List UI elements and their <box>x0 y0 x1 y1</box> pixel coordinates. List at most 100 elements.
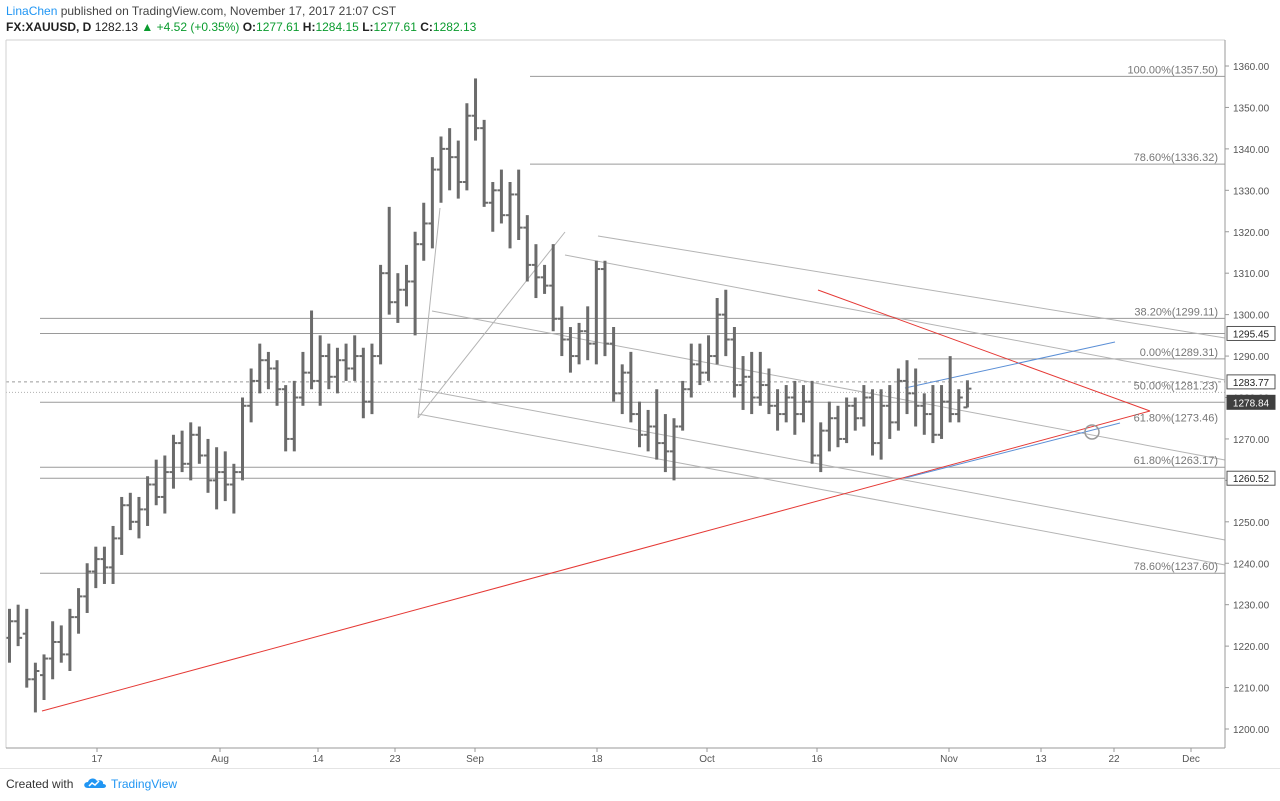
fib-level-label: 38.20%(1299.11) <box>1134 306 1218 318</box>
ohlc-bar <box>411 231 420 336</box>
ohlc-bar <box>143 476 152 526</box>
ohlc-bar <box>721 289 730 357</box>
ohlc-bar <box>678 380 687 431</box>
ohlc-bar <box>221 451 230 502</box>
ohlc-bar <box>739 356 748 410</box>
ohlc-bar <box>506 182 515 249</box>
ohlc-bar <box>117 496 126 555</box>
ohlc-bar <box>782 385 791 423</box>
x-tick-label: 22 <box>1108 754 1120 765</box>
ohlc-bar <box>247 368 256 423</box>
fib-level-label: 0.00%(1289.31) <box>1140 347 1218 359</box>
ohlc-bar <box>635 401 644 448</box>
ohlc-bar <box>203 438 212 493</box>
ohlc-bar <box>885 385 894 439</box>
ohlc-bar <box>290 380 299 452</box>
x-tick-label: 17 <box>91 754 103 765</box>
fib-level-label: 50.00%(1281.23) <box>1134 380 1218 392</box>
ohlc-bar <box>652 389 661 460</box>
ohlc-bar <box>126 492 135 531</box>
ohlc-bar <box>764 368 773 415</box>
ohlc-bar <box>963 380 972 409</box>
ohlc-bar <box>480 119 489 207</box>
open-label: O: <box>242 20 257 34</box>
ohlc-bar <box>851 397 860 431</box>
ohlc-bar <box>212 447 221 510</box>
price-label-box <box>1226 374 1276 390</box>
publish-info: LinaChen published on TradingView.com, N… <box>6 4 396 18</box>
y-tick-label: 1290.00 <box>1233 352 1270 363</box>
ohlc-bar <box>350 335 359 381</box>
tradingview-brand-link[interactable]: TradingView <box>111 777 178 791</box>
price-chart[interactable]: 100.00%(1357.50) 78.60%(1336.32) 38.20%(12… <box>0 0 1280 768</box>
ohlc-bar <box>333 347 342 394</box>
y-tick-label: 1320.00 <box>1233 228 1270 239</box>
symbol-label: FX:XAUUSD, D <box>6 20 92 34</box>
channel-line <box>597 235 1226 339</box>
x-tick-label: Nov <box>940 754 958 765</box>
y-tick-label: 1210.00 <box>1233 684 1270 695</box>
ohlc-bar <box>65 608 74 671</box>
ohlc-bar <box>937 385 946 439</box>
low-value: 1277.61 <box>373 20 417 34</box>
ohlc-bar <box>557 306 566 357</box>
y-tick-label: 1250.00 <box>1233 518 1270 529</box>
ohlc-bar <box>22 608 31 688</box>
ohlc-bar <box>695 343 704 386</box>
fib-anchor-line <box>417 207 441 419</box>
red-trendline <box>817 289 1151 412</box>
ohlc-bar <box>48 621 57 680</box>
ohlc-bar <box>523 215 532 282</box>
y-tick-label: 1240.00 <box>1233 559 1270 570</box>
ohlc-bar <box>540 264 549 294</box>
fib-level-label: 61.80%(1263.17) <box>1134 455 1218 467</box>
ohlc-bar <box>324 343 333 390</box>
price-label-text: 1278.84 <box>1233 398 1270 409</box>
x-tick-label: 18 <box>591 754 603 765</box>
ohlc-bar <box>747 351 756 415</box>
ohlc-bar <box>928 385 937 444</box>
y-tick-label: 1200.00 <box>1233 725 1270 736</box>
ohlc-bar <box>868 389 877 456</box>
x-tick-label: 13 <box>1035 754 1047 765</box>
highlight-circle <box>1084 424 1100 440</box>
ohlc-bar <box>393 273 402 323</box>
ohlc-bar <box>954 389 963 423</box>
ohlc-bar <box>264 351 273 390</box>
ohlc-bar <box>773 389 782 431</box>
ohlc-bar <box>687 343 696 398</box>
high-value: 1284.15 <box>315 20 359 34</box>
ohlc-bar <box>169 434 178 489</box>
ohlc-bar <box>160 455 169 514</box>
symbol-info: FX:XAUUSD, D 1282.13 ▲ +4.52 (+0.35%) O:… <box>6 20 476 34</box>
ohlc-bar <box>74 588 83 634</box>
y-tick-label: 1270.00 <box>1233 435 1270 446</box>
created-with-text: Created with <box>6 777 74 791</box>
ohlc-bar <box>359 347 368 419</box>
price-label-box <box>1226 394 1276 410</box>
ohlc-bar <box>600 260 609 357</box>
ohlc-bar <box>514 169 523 241</box>
y-tick-label: 1300.00 <box>1233 311 1270 322</box>
ohlc-bar <box>5 608 14 663</box>
author-link[interactable]: LinaChen <box>6 4 58 18</box>
y-tick-label: 1350.00 <box>1233 103 1270 114</box>
fib-level-label: 78.60%(1237.60) <box>1134 561 1218 573</box>
ohlc-bar <box>661 414 670 473</box>
ohlc-bar <box>178 430 187 473</box>
x-tick-label: Aug <box>211 754 229 765</box>
y-tick-label: 1310.00 <box>1233 269 1270 280</box>
ohlc-bar <box>531 244 540 299</box>
ohlc-bar <box>894 368 903 431</box>
red-trendline <box>41 410 1151 712</box>
ohlc-bar <box>273 360 282 406</box>
ohlc-bars <box>5 78 972 713</box>
fib-level-label: 100.00%(1357.50) <box>1127 64 1218 76</box>
price-axis-label: 1278.84 <box>1226 394 1276 410</box>
chart-header: LinaChen published on TradingView.com, N… <box>0 0 1280 40</box>
ohlc-bar <box>920 393 929 435</box>
ohlc-bar <box>238 397 247 481</box>
axes-layer: 1200.00 1210.00 1220.00 1230.00 1240.00 1250.… <box>5 39 1276 765</box>
fib-level-label: 61.80%(1273.46) <box>1134 413 1218 425</box>
ohlc-bar <box>790 380 799 435</box>
